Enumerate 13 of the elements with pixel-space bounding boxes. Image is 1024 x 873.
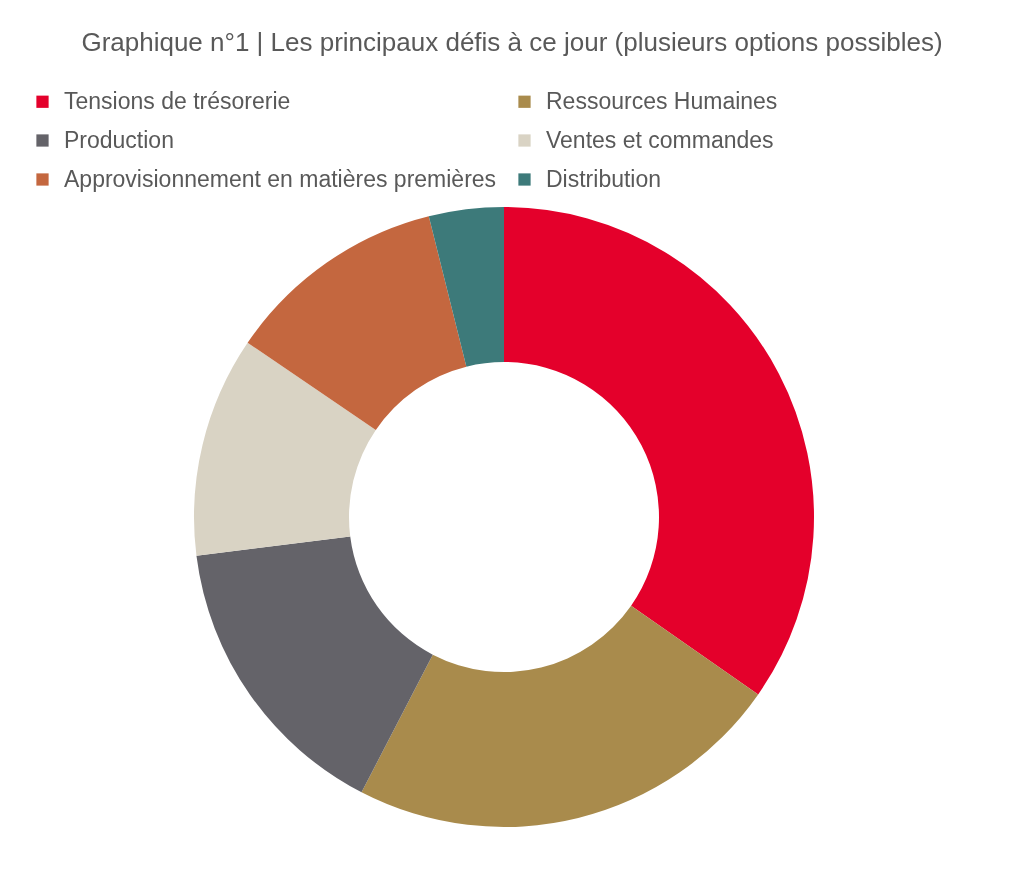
- donut-slice: [361, 605, 759, 827]
- donut-slice: [196, 536, 433, 793]
- legend-label: Distribution: [546, 165, 662, 192]
- chart-title: Graphique n°1 | Les principaux défis à ce jour (plusieurs options possibles): [81, 27, 943, 57]
- legend-label: Ventes et commandes: [546, 126, 774, 153]
- donut-slice: [247, 216, 467, 430]
- donut-slice: [428, 207, 504, 367]
- legend-label: Production: [64, 126, 174, 153]
- legend-label: Approvisionnement en matières premières: [64, 165, 497, 192]
- donut-slice: [194, 342, 376, 556]
- donut-slice: [504, 207, 814, 695]
- legend-label: Ressources Humaines: [546, 87, 778, 114]
- legend-label: Tensions de trésorerie: [64, 87, 291, 114]
